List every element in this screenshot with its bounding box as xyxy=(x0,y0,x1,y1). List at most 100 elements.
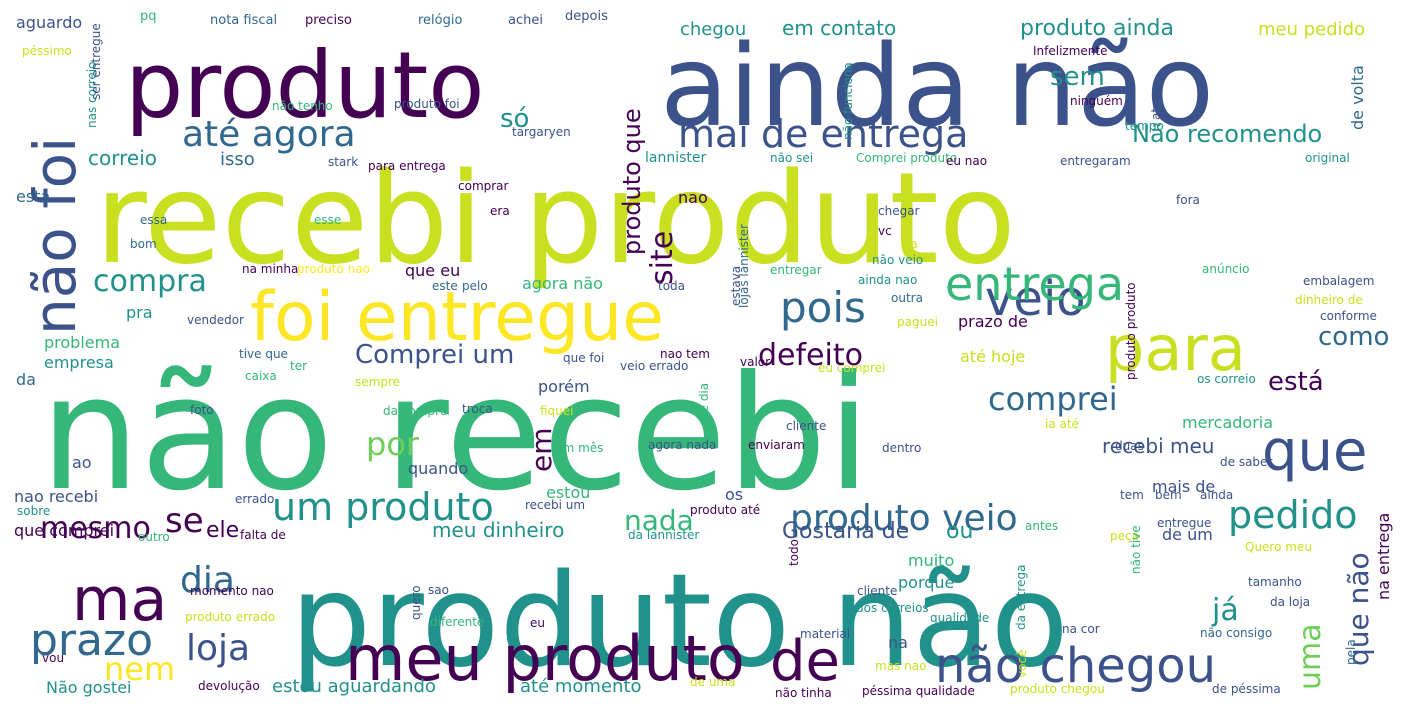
word-correio: correio xyxy=(88,146,157,170)
word-nao-recomendo: Não recomendo xyxy=(1132,120,1322,148)
word-vc: vc xyxy=(878,224,892,238)
word-produto-veio: produto veio xyxy=(790,498,1018,539)
word-material: material xyxy=(800,627,850,641)
word-empresa: empresa xyxy=(44,353,114,372)
word-eu: eu xyxy=(530,616,545,630)
word-agora-nao: agora não xyxy=(522,274,603,293)
word-nao-recebi: nao recebi xyxy=(14,487,98,506)
word-os: os xyxy=(725,485,743,504)
word-foto: foto xyxy=(190,403,214,417)
word-problema: problema xyxy=(44,333,120,352)
word-entregaram: entregaram xyxy=(1060,154,1131,168)
word-nao-veio: não veio xyxy=(872,253,923,267)
word-da: da xyxy=(16,370,36,389)
word-compra: compra xyxy=(93,264,207,299)
word-nada: nada xyxy=(624,504,694,537)
word-conforme: conforme xyxy=(1320,309,1377,323)
word-prazo: prazo xyxy=(30,615,153,666)
word-em: em xyxy=(525,427,558,472)
word-produto-errado: produto errado xyxy=(185,610,275,624)
word-pessima-qualidade: péssima qualidade xyxy=(862,684,975,698)
word-vendedor: vendedor xyxy=(187,313,244,327)
word-esse: esse xyxy=(314,213,341,227)
word-que-foi: que foi xyxy=(563,351,604,365)
word-agora-nada: agora nada xyxy=(648,438,716,452)
word-muito: muito xyxy=(908,551,954,570)
word-anuncio: anúncio xyxy=(1202,262,1249,276)
word-aguardo: aguardo xyxy=(16,13,82,32)
word-na: na xyxy=(888,633,908,652)
word-loja: loja xyxy=(186,628,250,669)
word-valor: valor xyxy=(740,355,770,369)
word-qualidade: qualidade xyxy=(930,611,989,625)
word-ele: ele xyxy=(206,518,239,543)
word-mais-de: mais de xyxy=(1152,477,1215,496)
word-de-um: de um xyxy=(1162,525,1213,544)
word-esta: está xyxy=(1268,367,1324,397)
word-dentro: dentro xyxy=(882,441,921,455)
word-esta: esta xyxy=(16,187,50,206)
word-produto-chegou: produto chegou xyxy=(1010,682,1105,696)
word-um-produto: um produto xyxy=(272,485,494,529)
word-pq: pq xyxy=(140,9,157,24)
word-atraso: atraso xyxy=(1149,82,1163,120)
word-como: como xyxy=(1318,322,1389,352)
word-ainda-nao: ainda não xyxy=(660,22,1214,152)
word-pela: pela xyxy=(1344,639,1358,665)
word-mesmo: mesmo xyxy=(40,511,151,546)
word-estou-aguardando: estou aguardando xyxy=(272,676,436,697)
word-ainda: ainda xyxy=(1200,488,1233,502)
word-comprei: comprei xyxy=(988,380,1118,418)
word-os-correio: os correio xyxy=(1197,372,1256,386)
word-recebi-produto: recebi produto xyxy=(95,145,1016,292)
word-comprar: comprar xyxy=(458,179,509,193)
word-veio: veio xyxy=(985,271,1086,327)
word-prazo-de: prazo de xyxy=(958,312,1028,331)
word-achei: achei xyxy=(508,13,543,28)
word-que-eu: que eu xyxy=(405,261,460,280)
word-nao-sei: não sei xyxy=(770,151,813,165)
word-nao-chegou: não chegou xyxy=(935,638,1216,694)
word-pelo: pelo xyxy=(462,279,488,293)
word-da-lannister: da lannister xyxy=(628,528,699,542)
word-quando: quando xyxy=(408,459,468,478)
word-meu-produto: meu produto xyxy=(345,622,745,695)
word-bom: bom xyxy=(130,237,157,251)
word-lannister: lannister xyxy=(645,150,707,166)
word-estou: estou xyxy=(546,483,590,502)
word-por: por xyxy=(366,425,420,463)
word-fiquei: fiquei xyxy=(540,404,574,418)
word-se: se xyxy=(165,501,204,541)
word-ninguem: ninguém xyxy=(1070,94,1123,108)
word-site: site xyxy=(645,231,680,285)
word-ate-momento: até momento xyxy=(520,676,642,697)
word-produto-nao: produto não xyxy=(290,547,1069,696)
word-nao-recebi: não recebi xyxy=(40,342,871,526)
word-diferente: diferente xyxy=(430,615,484,629)
word-paguei: paguei xyxy=(897,315,938,329)
word-dinheiro-de: dinheiro de xyxy=(1295,293,1363,307)
word-em-contato: em contato xyxy=(782,16,896,40)
word-produto-foi: produto foi xyxy=(394,97,460,111)
word-depois: depois xyxy=(565,9,608,24)
word-relogio: relógio xyxy=(418,13,462,28)
word-este: este xyxy=(432,279,458,293)
word-antes: antes xyxy=(1025,519,1058,533)
word-nao: nao xyxy=(678,188,708,207)
word-produto: produto xyxy=(125,32,485,139)
word-nota-fiscal: nota fiscal xyxy=(210,13,277,28)
word-recebi-meu: recebi meu xyxy=(1102,434,1214,458)
word-gostaria-de: Gostaria de xyxy=(782,519,909,544)
word-produto-que: produto que xyxy=(618,108,646,255)
word-nao-tinha: não tinha xyxy=(775,686,832,700)
word-momento-nao: momento nao xyxy=(190,584,274,598)
word-tamanho: tamanho xyxy=(1248,575,1302,589)
word-devolucao: devolução xyxy=(198,679,260,693)
word-preciso: preciso xyxy=(305,13,352,28)
word-ou: ou xyxy=(946,519,973,544)
word-que-nao: que não xyxy=(1342,552,1375,666)
word-lojas-lannister: lojas lannister xyxy=(737,224,751,308)
word-nao-funciona: não funciona xyxy=(841,62,855,140)
word-toda: toda xyxy=(658,279,685,293)
